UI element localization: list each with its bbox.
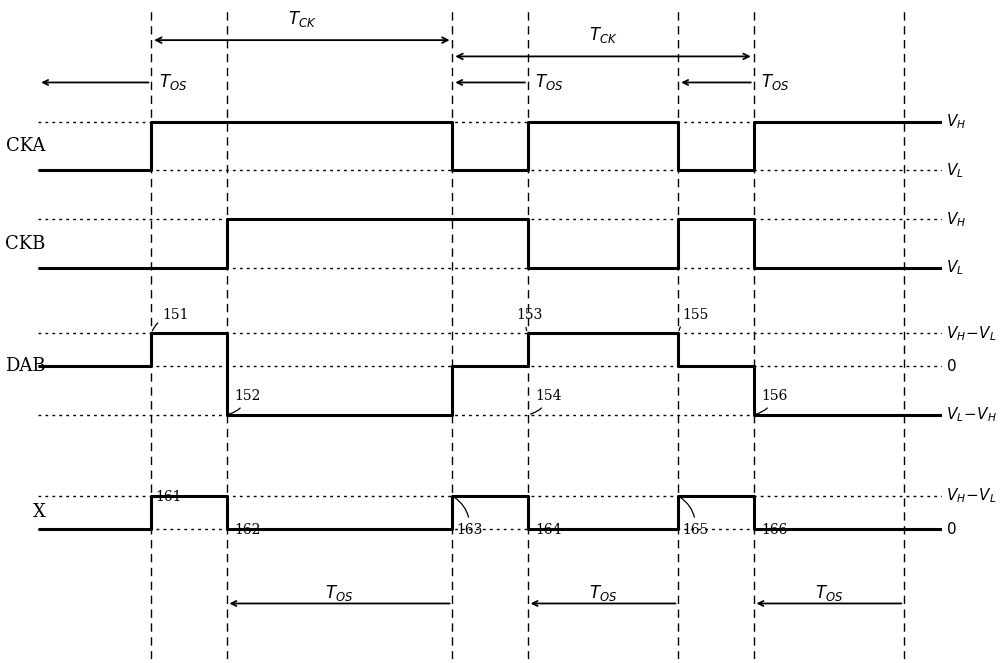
Text: CKA: CKA: [6, 137, 46, 155]
Text: 162: 162: [227, 522, 260, 537]
Text: $V_L\!-\!V_H$: $V_L\!-\!V_H$: [946, 405, 996, 424]
Text: 156: 156: [756, 389, 788, 414]
Text: 153: 153: [516, 308, 543, 331]
Text: $0$: $0$: [946, 520, 956, 536]
Text: 163: 163: [455, 497, 483, 537]
Text: $T_{CK}$: $T_{CK}$: [288, 9, 316, 29]
Text: 164: 164: [528, 522, 562, 537]
Text: 165: 165: [681, 497, 708, 537]
Text: 154: 154: [530, 389, 562, 414]
Text: $T_{OS}$: $T_{OS}$: [325, 583, 354, 603]
Text: DAB: DAB: [5, 357, 46, 375]
Text: $V_H$: $V_H$: [946, 210, 966, 229]
Text: $V_H$: $V_H$: [946, 112, 966, 131]
Text: $T_{OS}$: $T_{OS}$: [589, 583, 617, 603]
Text: 155: 155: [679, 308, 708, 331]
Text: $T_{OS}$: $T_{OS}$: [159, 72, 187, 92]
Text: 161: 161: [151, 490, 182, 504]
Text: $V_L$: $V_L$: [946, 161, 963, 180]
Text: $T_{CK}$: $T_{CK}$: [589, 25, 617, 45]
Text: $T_{OS}$: $T_{OS}$: [815, 583, 843, 603]
Text: X: X: [33, 503, 46, 521]
Text: 151: 151: [152, 308, 189, 331]
Text: CKB: CKB: [5, 235, 46, 253]
Text: $T_{OS}$: $T_{OS}$: [761, 72, 789, 92]
Text: $V_H\!-\!V_L$: $V_H\!-\!V_L$: [946, 324, 996, 343]
Text: $T_{OS}$: $T_{OS}$: [535, 72, 564, 92]
Text: $0$: $0$: [946, 358, 956, 374]
Text: $V_H\!-\!V_L$: $V_H\!-\!V_L$: [946, 487, 996, 505]
Text: 166: 166: [754, 522, 788, 537]
Text: 152: 152: [229, 389, 260, 414]
Text: $V_L$: $V_L$: [946, 259, 963, 277]
